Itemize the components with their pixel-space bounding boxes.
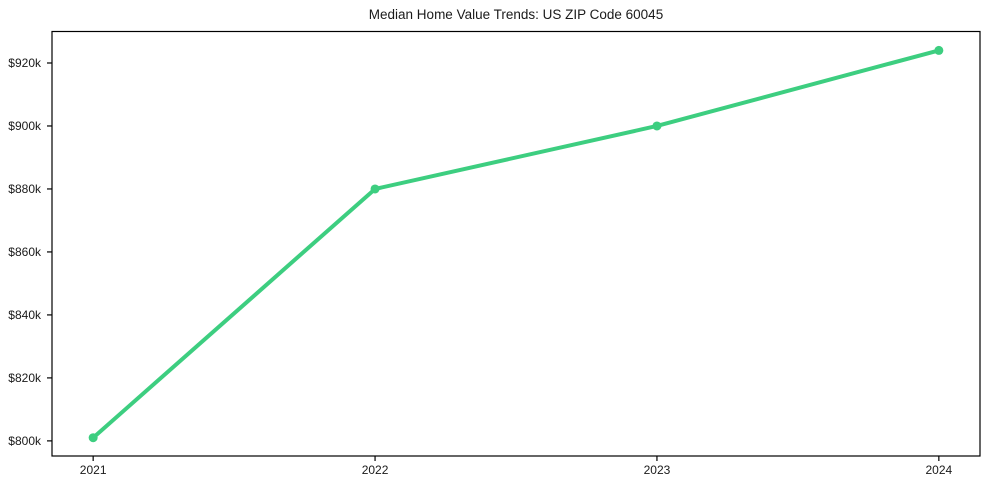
data-point-2021 [88,433,98,443]
y-tick-label: $860k [8,245,42,259]
y-tick-label: $820k [8,371,42,385]
x-tick-label: 2023 [644,463,671,477]
chart-title: Median Home Value Trends: US ZIP Code 60… [368,7,664,22]
x-tick-label: 2024 [925,463,952,477]
y-tick-label: $920k [8,56,42,70]
y-tick-label: $840k [8,308,42,322]
x-tick-label: 2022 [362,463,389,477]
data-point-2023 [652,121,662,131]
data-point-2022 [370,184,380,194]
data-point-2024 [934,45,944,55]
y-tick-label: $880k [8,182,42,196]
y-tick-label: $900k [8,119,42,133]
x-tick-label: 2021 [80,463,107,477]
y-tick-label: $800k [8,434,42,448]
trend-line [91,48,941,440]
plot-border [51,30,981,457]
